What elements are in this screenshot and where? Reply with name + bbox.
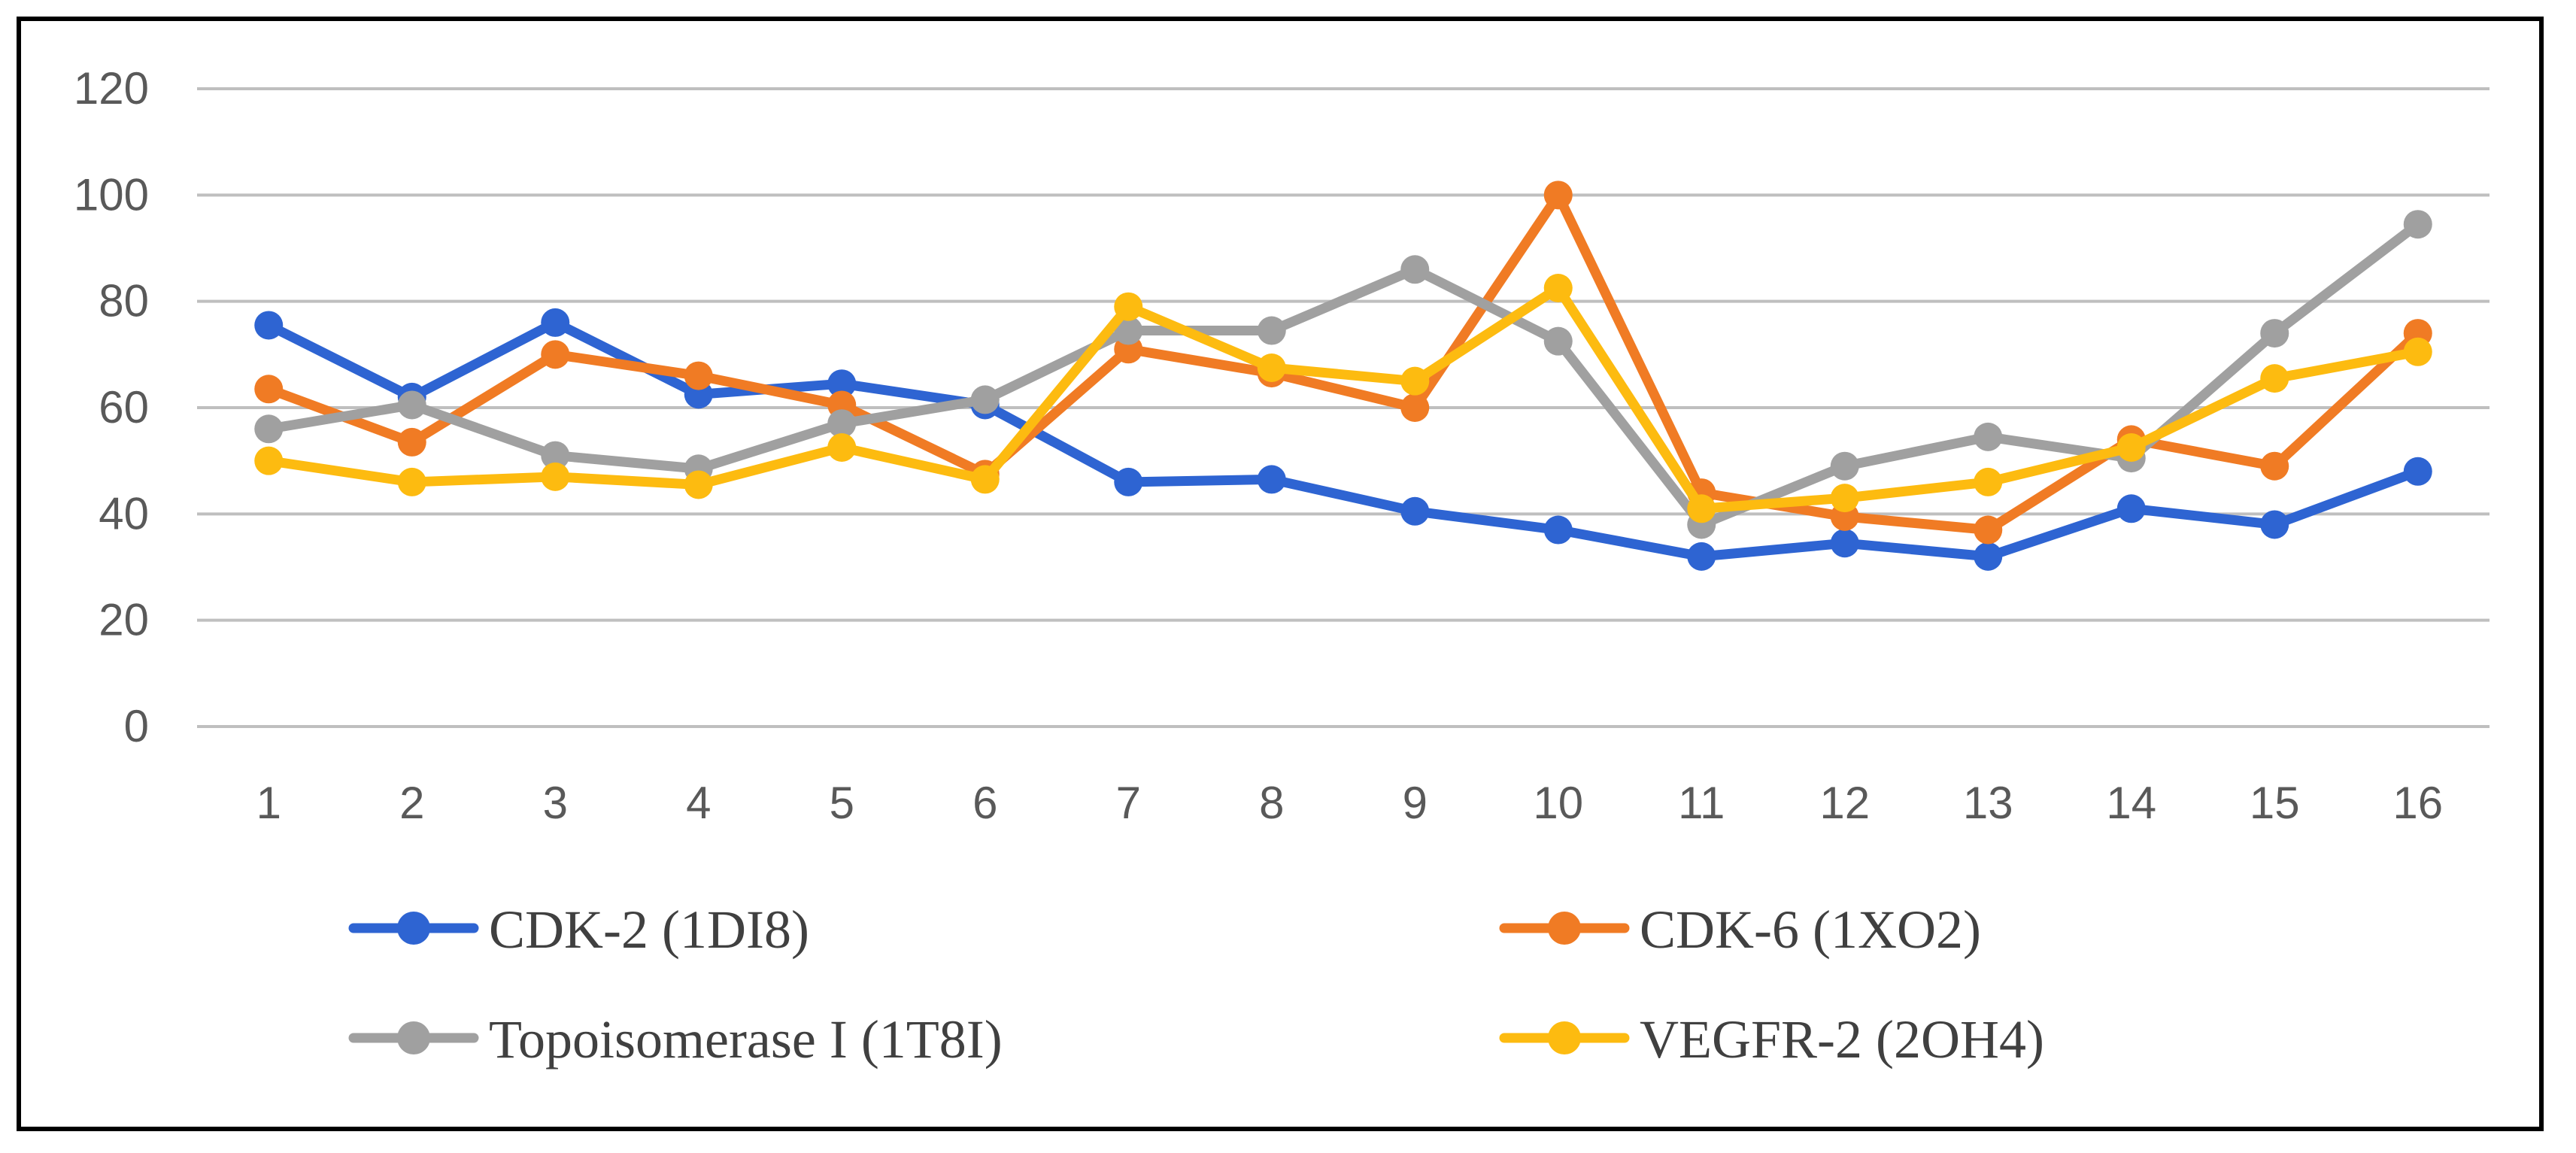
- series-group: [254, 181, 2432, 571]
- data-point: [1400, 255, 1430, 284]
- legend-marker: [397, 1021, 430, 1054]
- x-tick-label: 10: [1533, 778, 1583, 828]
- series-2: [254, 181, 2432, 545]
- data-point: [254, 414, 284, 444]
- data-point: [2260, 319, 2289, 348]
- data-point: [254, 375, 284, 404]
- x-tick-label: 1: [256, 778, 281, 828]
- x-tick-label: 16: [2392, 778, 2443, 828]
- data-point: [1974, 422, 2003, 451]
- y-axis-ticks: 0 20 40 60 80 100 120: [74, 63, 149, 751]
- series-line: [263, 283, 2423, 514]
- legend-item: Topoisomerase I (1T8I): [348, 1009, 1003, 1070]
- gridlines: [197, 87, 2490, 728]
- data-point: [541, 462, 570, 491]
- data-point: [970, 385, 1000, 414]
- legend-item: CDK-6 (1XO2): [1499, 900, 1981, 960]
- y-tick-label: 0: [124, 701, 149, 751]
- data-point: [2403, 457, 2432, 486]
- data-point: [1400, 496, 1430, 526]
- series-line: [263, 190, 2423, 536]
- x-axis-ticks: 1 2 3 4 5 6 7 8 9 10 11 12 13 14 15 16: [256, 778, 2444, 828]
- data-point: [1687, 542, 1716, 571]
- legend-label: VEGFR-2 (2OH4): [1640, 1009, 2044, 1070]
- data-point: [397, 390, 426, 420]
- legend-item: CDK-2 (1DI8): [348, 900, 809, 960]
- y-tick-label: 120: [74, 63, 149, 114]
- data-point: [254, 446, 284, 475]
- data-point: [2260, 364, 2289, 393]
- data-point: [1974, 542, 2003, 571]
- legend-label: CDK-2 (1DI8): [489, 900, 809, 960]
- data-point: [827, 409, 857, 438]
- data-point: [1257, 316, 1286, 345]
- x-tick-label: 4: [686, 778, 711, 828]
- series-1: [254, 308, 2432, 571]
- x-tick-label: 5: [830, 778, 854, 828]
- legend-marker: [397, 912, 430, 945]
- data-point: [397, 427, 426, 457]
- data-point: [1687, 494, 1716, 523]
- data-point: [1257, 465, 1286, 494]
- data-point: [541, 340, 570, 369]
- legend: CDK-2 (1DI8) CDK-6 (1XO2) Topoisomerase I …: [348, 900, 2044, 1070]
- y-tick-label: 100: [74, 169, 149, 220]
- data-point: [2403, 210, 2432, 239]
- x-tick-label: 14: [2106, 778, 2156, 828]
- data-point: [1114, 292, 1143, 321]
- series-line: [263, 317, 2423, 562]
- data-point: [1974, 515, 2003, 545]
- x-tick-label: 3: [543, 778, 568, 828]
- legend-label: CDK-6 (1XO2): [1640, 900, 1981, 960]
- data-point: [2116, 433, 2146, 462]
- data-point: [2403, 337, 2432, 366]
- y-tick-label: 20: [99, 595, 149, 645]
- data-point: [397, 467, 426, 496]
- data-point: [541, 441, 570, 470]
- data-point: [1830, 529, 1859, 558]
- x-tick-label: 2: [399, 778, 424, 828]
- data-point: [970, 465, 1000, 494]
- series-4: [254, 274, 2432, 523]
- x-tick-label: 12: [1819, 778, 1870, 828]
- data-point: [1114, 316, 1143, 345]
- data-point: [2116, 494, 2146, 523]
- data-point: [541, 308, 570, 337]
- chart-frame: [17, 17, 2544, 1131]
- data-point: [1114, 467, 1143, 496]
- data-point: [684, 470, 713, 499]
- data-point: [1830, 451, 1859, 481]
- data-point: [1257, 353, 1286, 382]
- data-point: [827, 433, 857, 462]
- data-point: [254, 311, 284, 340]
- data-point: [1543, 515, 1573, 545]
- legend-marker: [1548, 912, 1581, 945]
- x-tick-label: 9: [1403, 778, 1428, 828]
- data-point: [1400, 366, 1430, 396]
- legend-item: VEGFR-2 (2OH4): [1499, 1009, 2044, 1070]
- data-point: [1543, 326, 1573, 356]
- x-tick-label: 8: [1259, 778, 1284, 828]
- y-tick-label: 40: [99, 488, 149, 539]
- data-point: [1543, 181, 1573, 210]
- data-point: [1543, 274, 1573, 302]
- data-point: [2260, 451, 2289, 481]
- x-tick-label: 13: [1963, 778, 2013, 828]
- data-point: [827, 369, 857, 399]
- legend-label: Topoisomerase I (1T8I): [489, 1009, 1003, 1070]
- data-point: [1830, 484, 1859, 513]
- y-tick-label: 60: [99, 382, 149, 432]
- x-tick-label: 7: [1116, 778, 1141, 828]
- data-point: [2260, 510, 2289, 539]
- series-line: [263, 219, 2423, 529]
- data-point: [684, 361, 713, 390]
- x-tick-label: 15: [2250, 778, 2300, 828]
- legend-marker: [1548, 1021, 1581, 1054]
- data-point: [1400, 393, 1430, 422]
- x-tick-label: 11: [1678, 778, 1725, 828]
- data-point: [1974, 467, 2003, 496]
- y-tick-label: 80: [99, 276, 149, 326]
- x-tick-label: 6: [972, 778, 997, 828]
